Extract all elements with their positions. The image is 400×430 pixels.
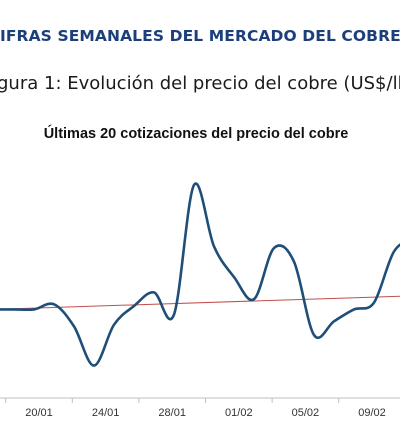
x-axis-tick-label: 09/02	[358, 407, 386, 419]
chart-title: Últimas 20 cotizaciones del precio del c…	[44, 124, 349, 142]
x-axis-tick-label: 01/02	[225, 407, 253, 419]
x-axis-tick-label: 24/01	[92, 407, 120, 419]
price-series-line	[0, 182, 400, 367]
report-header: IFRAS SEMANALES DEL MERCADO DEL COBRE	[0, 27, 400, 45]
x-axis-tick-label: 20/01	[25, 407, 53, 419]
x-axis-tick-label: 28/01	[158, 407, 186, 419]
x-axis-tick-label: 05/02	[292, 407, 320, 419]
figure-caption: gura 1: Evolución del precio del cobre (…	[0, 73, 400, 94]
x-axis-tick-labels: 20/01 24/01 28/01 01/02 05/02 09/02	[25, 407, 386, 419]
trend-line	[0, 295, 400, 310]
x-axis-ticks	[5, 398, 340, 403]
